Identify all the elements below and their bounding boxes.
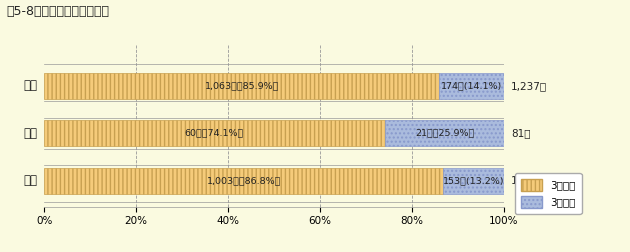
Text: 全体: 全体	[23, 79, 37, 92]
Text: 21人（25.9%）: 21人（25.9%）	[415, 129, 474, 138]
Bar	[44, 120, 385, 146]
Bar	[44, 73, 439, 99]
Bar	[444, 168, 504, 194]
Bar	[44, 168, 444, 194]
Text: 153人(13.2%): 153人(13.2%)	[443, 176, 505, 185]
Text: 1,003人（86.8%）: 1,003人（86.8%）	[207, 176, 281, 185]
Text: 1,063人（85.9%）: 1,063人（85.9%）	[205, 81, 279, 90]
Text: 81人: 81人	[511, 128, 530, 138]
Text: 女性: 女性	[23, 174, 37, 187]
Text: 男性: 男性	[23, 127, 37, 140]
Text: 図5-8　育児時間の取得状況: 図5-8 育児時間の取得状況	[6, 5, 109, 18]
Text: 174人(14.1%): 174人(14.1%)	[441, 81, 502, 90]
Bar	[385, 120, 504, 146]
Legend: 3歳未満, 3歳以上: 3歳未満, 3歳以上	[515, 173, 581, 214]
Text: 1,237人: 1,237人	[511, 81, 547, 91]
Text: 60人（74.1%）: 60人（74.1%）	[185, 129, 244, 138]
Bar	[439, 73, 504, 99]
Text: 1,156人: 1,156人	[511, 176, 547, 185]
